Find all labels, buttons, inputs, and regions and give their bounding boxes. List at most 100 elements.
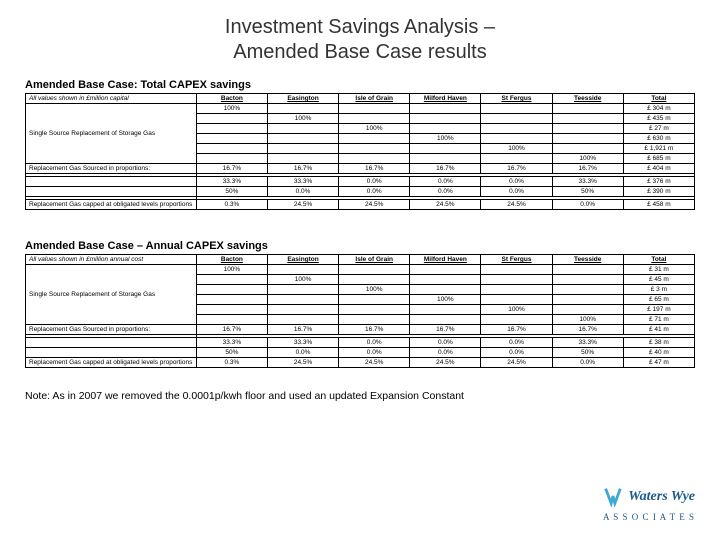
t2-diag-4: 100%	[481, 305, 552, 315]
t1-cap-5: 0.0%	[552, 200, 623, 210]
t1-33-0: 33.3%	[196, 177, 267, 187]
t2-50-1: 0.0%	[267, 348, 338, 358]
t2-50-3: 0.0%	[410, 348, 481, 358]
title-line-1: Investment Savings Analysis –	[225, 16, 495, 38]
t1-props-label: Replacement Gas Sourced in proportions:	[26, 164, 197, 174]
t2-33-2: 0.0%	[339, 338, 410, 348]
t1-diag-2: 100%	[339, 124, 410, 134]
t2-cap-label: Replacement Gas capped at obligated leve…	[26, 358, 197, 368]
t2-cap-0: 0.3%	[196, 358, 267, 368]
t1-col-3: Milford Haven	[410, 94, 481, 104]
t1-dt-0: £ 304 m	[623, 104, 694, 114]
t1-props-3: 16.7%	[410, 164, 481, 174]
t1-diag-3: 100%	[410, 134, 481, 144]
t1-33-4: 0.0%	[481, 177, 552, 187]
t1-50-5: 50%	[552, 187, 623, 197]
t1-50-2: 0.0%	[339, 187, 410, 197]
t2-33-3: 0.0%	[410, 338, 481, 348]
t1-50-4: 0.0%	[481, 187, 552, 197]
t2-50-2: 0.0%	[339, 348, 410, 358]
t2-props-4: 16.7%	[481, 325, 552, 335]
logo: Waters Wye A S S O C I A T E S	[602, 485, 695, 525]
t2-props-3: 16.7%	[410, 325, 481, 335]
t1-dt-4: £ 1,921 m	[623, 144, 694, 154]
t1-cap-0: 0.3%	[196, 200, 267, 210]
t2-props-5: 16.7%	[552, 325, 623, 335]
t1-col-0: Bacton	[196, 94, 267, 104]
t1-diag-5: 100%	[552, 154, 623, 164]
t2-props-label: Replacement Gas Sourced in proportions:	[26, 325, 197, 335]
t1-props-5: 16.7%	[552, 164, 623, 174]
t1-cap-3: 24.5%	[410, 200, 481, 210]
capex-annual-table: All values shown in £million annual cost…	[25, 254, 695, 368]
t1-diag-label: Single Source Replacement of Storage Gas	[26, 104, 197, 164]
t2-diag-5: 100%	[552, 315, 623, 325]
t1-33-5: 33.3%	[552, 177, 623, 187]
t2-33-label	[26, 338, 197, 348]
section2-title: Amended Base Case – Annual CAPEX savings	[25, 240, 695, 252]
t2-diag-label: Single Source Replacement of Storage Gas	[26, 265, 197, 325]
t2-col-0: Bacton	[196, 255, 267, 265]
t1-col-1: Easington	[267, 94, 338, 104]
t1-diag-0: 100%	[196, 104, 267, 114]
logo-subtext: A S S O C I A T E S	[603, 512, 695, 522]
t2-props-6: £ 41 m	[623, 325, 694, 335]
t1-props-6: £ 404 m	[623, 164, 694, 174]
t2-50-4: 0.0%	[481, 348, 552, 358]
t2-dt-1: £ 45 m	[623, 275, 694, 285]
t1-col-6: Total	[623, 94, 694, 104]
t2-cap-2: 24.5%	[339, 358, 410, 368]
t1-dt-2: £ 27 m	[623, 124, 694, 134]
t2-dt-2: £ 3 m	[623, 285, 694, 295]
t1-33-label	[26, 177, 197, 187]
t1-props-1: 16.7%	[267, 164, 338, 174]
footnote: Note: As in 2007 we removed the 0.0001p/…	[25, 390, 505, 404]
t2-cap-4: 24.5%	[481, 358, 552, 368]
t2-col-5: Teesside	[552, 255, 623, 265]
t1-cap-2: 24.5%	[339, 200, 410, 210]
t1-50-1: 0.0%	[267, 187, 338, 197]
t1-col-4: St Fergus	[481, 94, 552, 104]
t1-col-5: Teesside	[552, 94, 623, 104]
t2-props-0: 16.7%	[196, 325, 267, 335]
page-title: Investment Savings Analysis – Amended Ba…	[25, 15, 695, 65]
t2-33-4: 0.0%	[481, 338, 552, 348]
t1-header-label: All values shown in £million capital	[26, 94, 197, 104]
t2-50-6: £ 40 m	[623, 348, 694, 358]
t1-props-4: 16.7%	[481, 164, 552, 174]
t1-33-1: 33.3%	[267, 177, 338, 187]
t2-diag-0: 100%	[196, 265, 267, 275]
t1-props-0: 16.7%	[196, 164, 267, 174]
t2-33-1: 33.3%	[267, 338, 338, 348]
t1-diag-4: 100%	[481, 144, 552, 154]
t2-header-label: All values shown in £million annual cost	[26, 255, 197, 265]
t1-dt-1: £ 435 m	[623, 114, 694, 124]
t1-col-2: Isle of Grain	[339, 94, 410, 104]
t2-col-4: St Fergus	[481, 255, 552, 265]
t1-33-6: £ 376 m	[623, 177, 694, 187]
t1-50-6: £ 390 m	[623, 187, 694, 197]
title-line-2: Amended Base Case results	[233, 41, 486, 63]
t1-50-3: 0.0%	[410, 187, 481, 197]
t2-dt-4: £ 197 m	[623, 305, 694, 315]
t1-cap-label: Replacement Gas capped at obligated leve…	[26, 200, 197, 210]
t1-cap-1: 24.5%	[267, 200, 338, 210]
t2-col-2: Isle of Grain	[339, 255, 410, 265]
t2-50-label	[26, 348, 197, 358]
t1-50-label	[26, 187, 197, 197]
capex-total-table: All values shown in £million capital Bac…	[25, 93, 695, 210]
t1-dt-3: £ 630 m	[623, 134, 694, 144]
t2-cap-6: £ 47 m	[623, 358, 694, 368]
t2-33-6: £ 38 m	[623, 338, 694, 348]
t2-col-1: Easington	[267, 255, 338, 265]
t1-props-2: 16.7%	[339, 164, 410, 174]
t1-50-0: 50%	[196, 187, 267, 197]
t2-cap-1: 24.5%	[267, 358, 338, 368]
t2-33-0: 33.3%	[196, 338, 267, 348]
t2-cap-3: 24.5%	[410, 358, 481, 368]
t2-50-0: 50%	[196, 348, 267, 358]
t1-diag-1: 100%	[267, 114, 338, 124]
t2-cap-5: 0.0%	[552, 358, 623, 368]
t2-props-2: 16.7%	[339, 325, 410, 335]
t2-diag-3: 100%	[410, 295, 481, 305]
